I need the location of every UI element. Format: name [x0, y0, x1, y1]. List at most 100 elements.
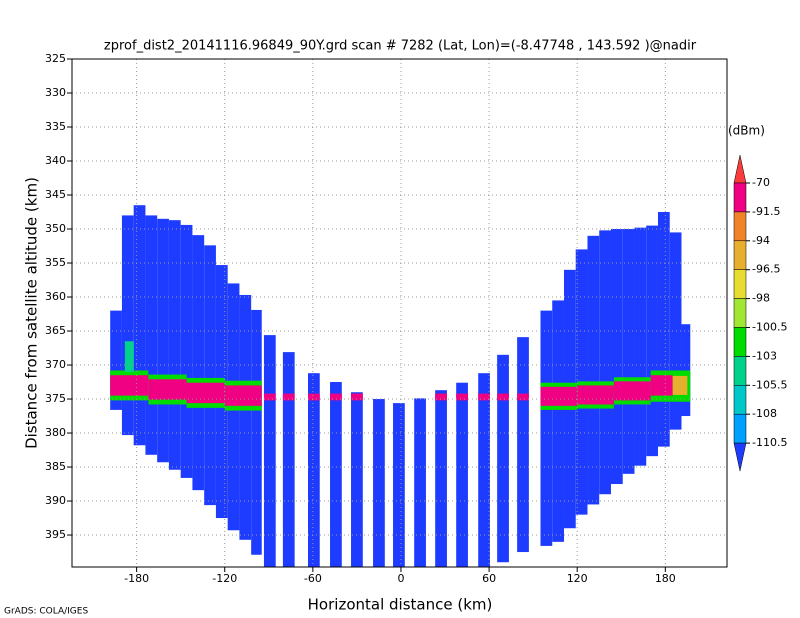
colorbar-label: (dBm) — [728, 124, 765, 138]
y-tick-label: 325 — [45, 52, 66, 65]
field-cell — [599, 230, 611, 495]
field-cell — [613, 381, 651, 401]
colorbar-segment — [733, 442, 747, 472]
field-cell — [124, 341, 134, 372]
field-cell — [282, 352, 295, 567]
field-cell — [282, 393, 295, 401]
field-cell — [330, 393, 342, 401]
field-cell — [456, 393, 468, 401]
y-tick-label: 365 — [45, 324, 66, 337]
x-tick-label: -120 — [212, 572, 237, 585]
colorbar-tick-label: -91.5 — [752, 205, 780, 218]
colorbar-tick-label: -103 — [752, 349, 777, 362]
field-cell — [263, 393, 276, 401]
y-tick-label: 380 — [45, 426, 66, 439]
field-cell — [497, 393, 509, 401]
field-cell — [393, 403, 405, 567]
field-cell — [110, 310, 122, 410]
y-tick-label: 355 — [45, 256, 66, 269]
field-cell — [435, 390, 447, 567]
colorbar-tick-label: -100.5 — [752, 321, 787, 334]
colorbar-segment — [733, 298, 747, 328]
chart-title: zprof_dist2_20141116.96849_90Y.grd scan … — [104, 39, 697, 54]
field-cell — [110, 375, 149, 396]
y-tick-label: 335 — [45, 120, 66, 133]
field-cell — [263, 335, 276, 567]
field-cell — [497, 354, 509, 563]
field-cell — [646, 225, 658, 457]
field-cell — [587, 235, 600, 505]
field-cell — [186, 382, 225, 404]
field-cell — [669, 232, 682, 430]
colorbar-tick-label: -70 — [752, 176, 770, 189]
colorbar-tick-label: -105.5 — [752, 378, 787, 391]
field-cell — [435, 393, 447, 401]
x-tick-label: 0 — [397, 572, 404, 585]
field-cell — [251, 309, 262, 555]
field-cell — [540, 310, 553, 546]
colorbar-segment — [733, 240, 747, 270]
y-tick-label: 385 — [45, 460, 66, 473]
y-tick-label: 375 — [45, 392, 66, 405]
colorbar-segment — [733, 269, 747, 299]
field-cell — [133, 205, 146, 446]
field-cell — [634, 227, 647, 466]
field-cell — [540, 386, 578, 406]
field-cell — [168, 220, 181, 470]
y-tick-label: 395 — [45, 528, 66, 541]
field — [110, 205, 691, 567]
field-cell — [204, 245, 216, 506]
colorbar-segment — [733, 356, 747, 386]
field-cell — [308, 393, 320, 401]
y-tick-label: 345 — [45, 188, 66, 201]
x-tick-label: 180 — [655, 572, 676, 585]
field-cell — [192, 235, 205, 491]
y-tick-label: 330 — [45, 86, 66, 99]
field-cell — [517, 337, 529, 553]
field-cell — [622, 229, 635, 474]
colorbar-segment — [733, 327, 747, 357]
field-cell — [239, 294, 252, 540]
colorbar-tick-label: -96.5 — [752, 263, 780, 276]
colorbar-segment — [733, 182, 747, 213]
field-cell — [157, 218, 169, 463]
field-cell — [351, 392, 363, 567]
field-cell — [577, 385, 614, 405]
field-cell — [148, 379, 187, 400]
field-cell — [373, 399, 385, 567]
x-tick-label: 60 — [482, 572, 496, 585]
colorbar-tick-label: -98 — [752, 292, 770, 305]
field-cell — [180, 224, 193, 478]
x-axis-title: Horizontal distance (km) — [308, 596, 493, 614]
field-cell — [681, 324, 691, 417]
field-cell — [414, 398, 426, 567]
field-cell — [121, 215, 134, 436]
colorbar-segment — [733, 413, 747, 444]
colorbar-segment — [733, 154, 747, 184]
x-tick-label: -60 — [304, 572, 322, 585]
y-tick-label: 370 — [45, 358, 66, 371]
colorbar-segment — [733, 385, 747, 415]
field-cell — [351, 393, 363, 401]
field-cell — [478, 373, 490, 567]
y-tick-label: 390 — [45, 494, 66, 507]
field-cell — [517, 393, 529, 401]
y-tick-label: 340 — [45, 154, 66, 167]
colorbar-segment — [733, 211, 747, 242]
y-tick-label: 350 — [45, 222, 66, 235]
field-cell — [456, 382, 468, 567]
colorbar-tick-label: -110.5 — [752, 436, 787, 449]
colorbar-tick-label: -94 — [752, 234, 770, 247]
field-cell — [478, 393, 490, 401]
field-cell — [650, 375, 673, 396]
field-cell — [308, 373, 320, 567]
y-tick-label: 360 — [45, 290, 66, 303]
y-axis-title: Distance from satellite altitude (km) — [23, 177, 41, 449]
x-tick-label: 120 — [567, 572, 588, 585]
field-cell — [145, 215, 158, 455]
plot-frame — [71, 58, 728, 568]
x-tick-label: -180 — [124, 572, 149, 585]
field-cell — [224, 385, 262, 406]
field-cell — [552, 300, 564, 542]
